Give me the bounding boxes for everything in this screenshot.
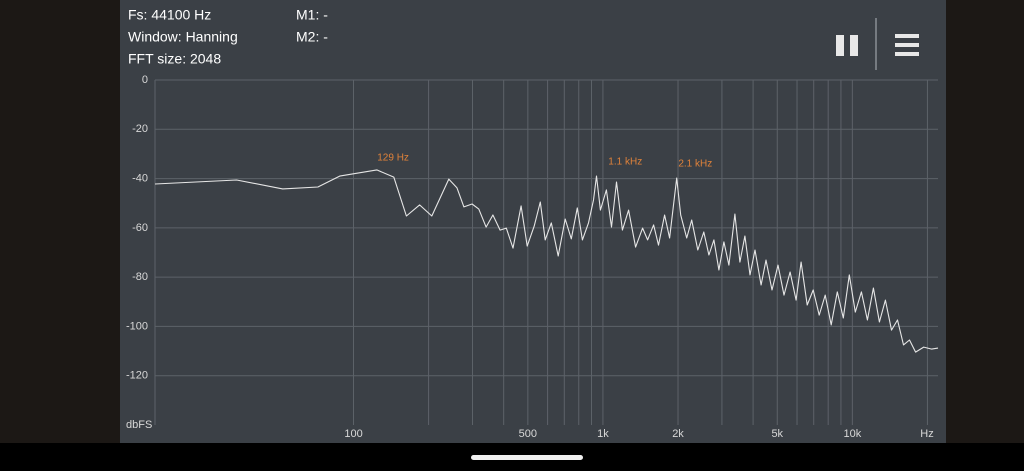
y-tick-label: -20: [132, 123, 148, 135]
y-tick-label: -60: [132, 222, 148, 234]
peak-label: 1.1 kHz: [608, 156, 642, 167]
x-tick-label: 2k: [672, 428, 684, 440]
pause-bar: [850, 35, 858, 56]
menu-bar: [895, 52, 919, 56]
menu-bar: [895, 43, 919, 47]
peak-label: 2.1 kHz: [678, 159, 712, 170]
marker-1: M1: -: [296, 7, 328, 23]
x-tick-label: 5k: [771, 428, 783, 440]
spectrum-line: [154, 169, 939, 353]
menu-bar: [895, 34, 919, 38]
y-tick-label: -80: [132, 271, 148, 283]
y-tick-label: -40: [132, 172, 148, 184]
x-tick-label: 10k: [843, 428, 861, 440]
marker-2: M2: -: [296, 29, 328, 45]
peak-label: 129 Hz: [377, 153, 409, 164]
pause-bar: [836, 35, 844, 56]
x-tick-label: 1k: [597, 428, 609, 440]
pause-button[interactable]: [836, 35, 858, 56]
sample-rate: Fs: 44100 Hz: [128, 7, 211, 23]
y-axis-label: dbFS: [126, 419, 152, 431]
y-tick-label: -100: [126, 320, 148, 332]
y-tick-label: -120: [126, 370, 148, 382]
x-axis-label: Hz: [920, 428, 933, 440]
menu-button[interactable]: [895, 34, 919, 56]
window-type: Window: Hanning: [128, 29, 238, 45]
app-area: [120, 0, 946, 443]
fft-size: FFT size: 2048: [128, 51, 221, 67]
home-indicator[interactable]: [471, 455, 583, 460]
y-tick-label: 0: [142, 74, 148, 86]
x-tick-label: 500: [519, 428, 537, 440]
x-tick-label: 100: [344, 428, 362, 440]
